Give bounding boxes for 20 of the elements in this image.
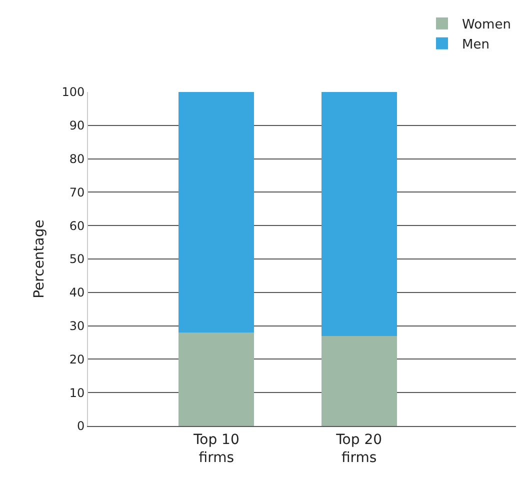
- y-tick-label: 30: [69, 319, 85, 333]
- y-axis-title: Percentage: [31, 220, 48, 298]
- y-tick-label: 50: [69, 252, 85, 266]
- y-tick-label: 90: [69, 118, 85, 133]
- y-tick-label: 80: [69, 152, 85, 166]
- x-tick-label: Top 20 firms: [335, 432, 382, 466]
- y-tick-label: 40: [69, 286, 85, 300]
- bar: [178, 332, 254, 426]
- y-tick-label: 60: [69, 218, 85, 233]
- x-tick-label: Top 10 firms: [192, 432, 240, 466]
- bar: [178, 92, 254, 332]
- y-tick-label: 0: [76, 419, 85, 434]
- y-tick-label: 100: [62, 85, 85, 100]
- y-tick-label: 70: [69, 185, 85, 200]
- legend-label: Men: [462, 37, 490, 52]
- bar: [321, 92, 397, 336]
- bar: [321, 336, 397, 426]
- y-tick-label: 20: [69, 352, 85, 366]
- legend-label: Women: [462, 18, 511, 33]
- y-tick-label: 10: [69, 386, 85, 400]
